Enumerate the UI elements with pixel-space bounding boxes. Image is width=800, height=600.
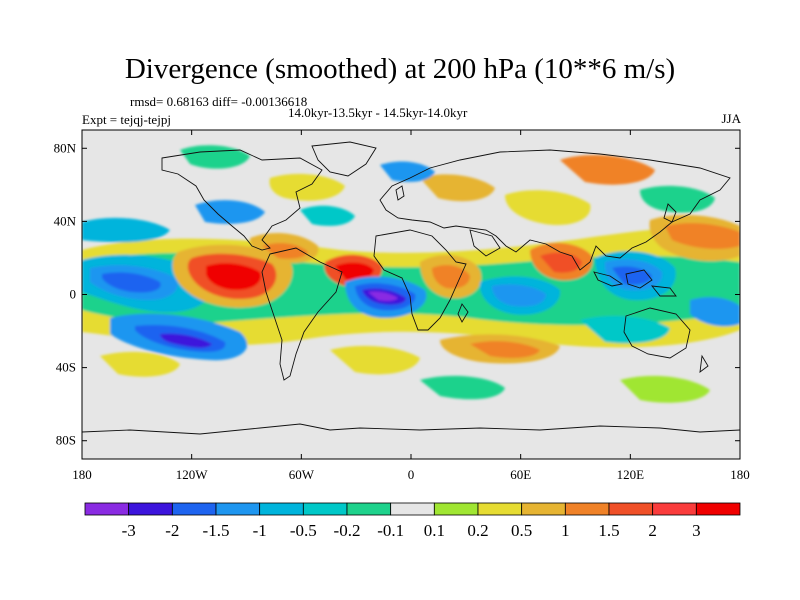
colorbar: -3 -2 -1.5 -1 -0.5 -0.2 -0.1 0.1 0.2 0.5 1 1.5 2 3 [84,502,741,540]
colorbar-label: 0.1 [424,521,445,540]
season-label: JJA [721,111,741,126]
y-tick-label: 80N [54,140,77,155]
colorbar-label: -0.1 [377,521,404,540]
colorbar-box [259,502,304,516]
colorbar-label: -3 [122,521,136,540]
x-tick-label: 60E [510,467,531,482]
contour-fill [82,145,740,403]
colorbar-label: -1.5 [203,521,230,540]
colorbar-label: 0.2 [467,521,488,540]
colorbar-box [477,502,523,516]
colorbar-box [128,502,173,516]
colorbar-label: -0.5 [290,521,317,540]
colorbar-label: -1 [253,521,267,540]
colorbar-label: -0.2 [334,521,361,540]
colorbar-box [84,502,130,516]
x-tick-label: 120W [176,467,209,482]
x-tick-label: 180 [730,467,750,482]
period-line: 14.0kyr-13.5kyr - 14.5kyr-14.0kyr [288,105,468,120]
y-tick-label: 40N [54,213,77,228]
colorbar-label: 0.5 [511,521,532,540]
colorbar-box [695,502,741,516]
x-tick-label: 0 [408,467,415,482]
colorbar-box [652,502,697,516]
x-axis: 180 120W 60W 0 60E 120E 180 [72,130,750,482]
colorbar-label: 1 [561,521,570,540]
colorbar-box [346,502,392,516]
colorbar-box [171,502,217,516]
x-tick-label: 120E [617,467,645,482]
colorbar-label: 3 [692,521,701,540]
colorbar-label: -2 [165,521,179,540]
experiment-line: Expt = tejqj-tejpj [82,112,171,127]
colorbar-box [521,502,566,516]
colorbar-box [302,502,348,516]
y-tick-label: 80S [56,433,76,448]
colorbar-box [433,502,479,516]
stats-line: rmsd= 0.68163 diff= -0.00136618 [130,94,308,109]
colorbar-box [390,502,435,516]
colorbar-label: 2 [648,521,657,540]
coastlines [82,141,740,435]
colorbar-box [564,502,610,516]
figure-title: Divergence (smoothed) at 200 hPa (10**6 … [124,53,676,85]
colorbar-box [608,502,654,516]
y-tick-label: 0 [70,287,77,302]
y-axis: 80N 40N 0 40S 80S [54,140,740,448]
y-tick-label: 40S [56,360,76,375]
colorbar-box [215,502,261,516]
field-layer [82,130,740,459]
x-tick-label: 60W [289,467,315,482]
x-tick-label: 180 [72,467,92,482]
colorbar-label: 1.5 [598,521,619,540]
